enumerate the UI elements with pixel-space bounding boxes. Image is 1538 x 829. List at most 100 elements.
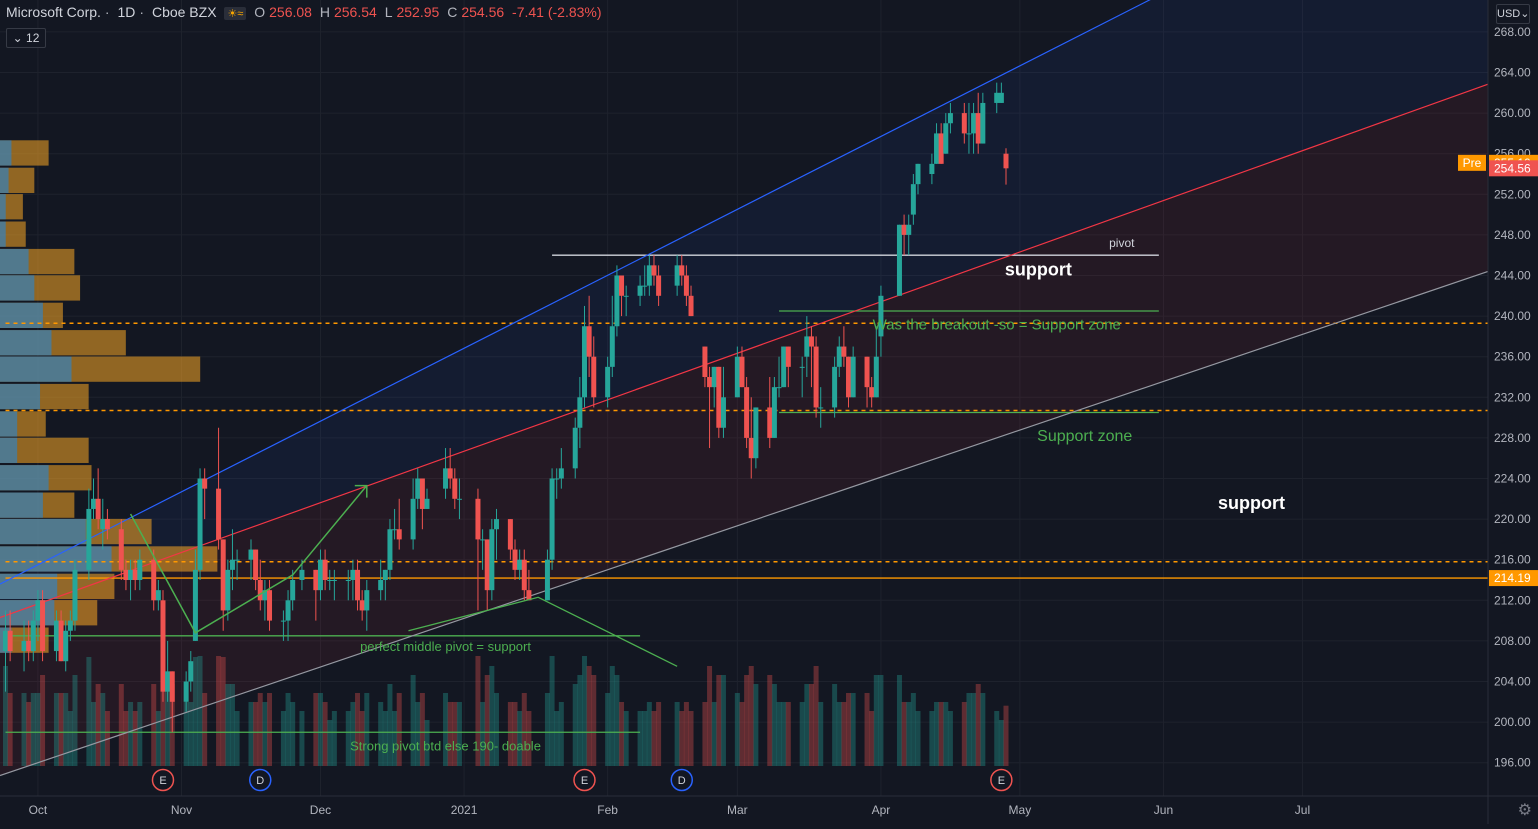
volume-bar (512, 702, 518, 766)
candle-body (299, 569, 305, 580)
x-tick-label: May (1009, 803, 1032, 817)
volume-bar (850, 693, 856, 766)
volume-bar (910, 693, 916, 766)
candle-body (202, 478, 208, 489)
volume-bar (35, 693, 41, 766)
volume-bar (674, 702, 680, 766)
volume-bar (489, 666, 495, 766)
candle-body (104, 519, 110, 530)
candle-body (410, 498, 416, 540)
candle-body (248, 549, 254, 560)
candle-body (558, 468, 564, 479)
candle-body (225, 569, 231, 611)
volume-bar (771, 684, 777, 766)
volume-profile-row-blue (0, 194, 6, 220)
candle-body (452, 478, 458, 499)
volume-bar (656, 702, 662, 766)
candle-body (132, 569, 138, 580)
volume-bar (572, 684, 578, 766)
candle-body (994, 92, 1000, 103)
candle-body (155, 590, 161, 601)
high-label: H (319, 4, 330, 20)
y-tick-label: 204.00 (1494, 675, 1531, 689)
candle-body (836, 346, 842, 367)
candle-body (785, 346, 791, 367)
volume-bar (53, 693, 59, 766)
y-tick-label: 236.00 (1494, 350, 1531, 364)
volume-bar (387, 684, 393, 766)
volume-bar (58, 693, 64, 766)
candle-body (581, 326, 587, 398)
symbol-name[interactable]: Microsoft Corp. (6, 4, 101, 20)
candle-body (734, 356, 740, 398)
candle-body (799, 366, 805, 368)
market-hours-icon[interactable]: ☀≈ (224, 7, 247, 20)
upper-channel-fill (0, 0, 1488, 618)
volume-bar (507, 702, 513, 766)
volume-bar (711, 702, 717, 766)
volume-bar (605, 693, 611, 766)
indicator-toggle[interactable]: ⌄ 12 (6, 28, 46, 48)
volume-bar (836, 702, 842, 766)
volume-bar (906, 702, 912, 766)
y-tick-label: 244.00 (1494, 269, 1531, 283)
price-tag-box (1458, 154, 1486, 171)
chart-annotation: support (1005, 260, 1072, 280)
volume-bar (947, 711, 953, 766)
volume-bar (415, 702, 421, 766)
volume-profile-row-blue (0, 437, 18, 463)
volume-profile-row-blue (0, 248, 29, 275)
candle-body (123, 569, 129, 580)
candle-body (387, 529, 393, 570)
volume-bar (554, 711, 560, 766)
volume-bar (804, 684, 810, 766)
volume-bar (104, 711, 110, 766)
volume-bar (355, 693, 361, 766)
candle-body (975, 113, 981, 144)
candle-body (489, 529, 495, 591)
zigzag-drawing (129, 485, 368, 634)
event-marker-circle (151, 768, 175, 792)
currency-selector[interactable]: USD⌄ (1496, 4, 1530, 24)
candle-body (257, 580, 263, 601)
candle-body (165, 671, 171, 692)
volume-bar (943, 702, 949, 766)
low-label: L (384, 4, 393, 20)
volume-bar (118, 684, 124, 766)
volume-bar (345, 711, 351, 766)
volume-bar (744, 675, 750, 766)
candle-body (517, 559, 523, 570)
volume-profile-row-blue (0, 546, 112, 572)
candle-body (707, 377, 713, 388)
volume-profile-row-blue (0, 383, 41, 410)
volume-bar (132, 711, 138, 766)
gear-icon[interactable]: ⚙ (1517, 802, 1532, 819)
chart-annotation: support (1218, 493, 1285, 513)
volume-bar (929, 711, 935, 766)
volume-bar (716, 675, 722, 766)
candle-body (188, 661, 194, 682)
candle-body (947, 113, 953, 124)
interval-label[interactable]: 1D (117, 4, 136, 20)
volume-bar (91, 702, 97, 766)
candle-body (169, 671, 175, 702)
candle-body (808, 336, 814, 347)
volume-profile-row-blue (0, 600, 55, 626)
candle-body (739, 356, 745, 388)
candle-body (507, 519, 513, 550)
volume-bar (7, 693, 13, 766)
candle-body (720, 397, 726, 428)
x-tick-label: Apr (872, 803, 891, 817)
volume-bar (808, 684, 814, 766)
candle-body (572, 427, 578, 469)
candle-body (711, 366, 717, 388)
x-tick-label: 2021 (451, 803, 478, 817)
channel-lines (0, 0, 1489, 777)
volume-profile-row-blue (0, 302, 43, 328)
volume-profile-row-blue (0, 492, 43, 518)
candle-body (846, 356, 852, 398)
y-tick-label: 220.00 (1494, 512, 1531, 526)
